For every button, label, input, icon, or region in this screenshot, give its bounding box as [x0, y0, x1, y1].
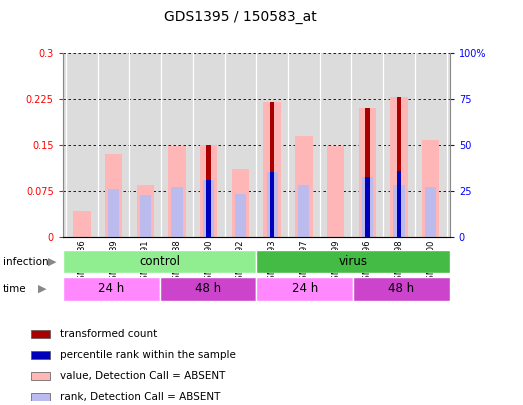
Bar	[63, 277, 160, 301]
Bar	[256, 277, 353, 301]
Bar	[359, 108, 376, 237]
Bar	[31, 372, 50, 380]
Bar	[425, 187, 436, 237]
Bar	[160, 277, 256, 301]
Bar	[140, 195, 151, 237]
Bar	[298, 185, 310, 237]
Bar	[362, 177, 373, 237]
Bar	[397, 171, 401, 237]
Bar	[393, 185, 405, 237]
Bar	[207, 145, 211, 237]
Bar	[365, 177, 370, 237]
Bar	[397, 97, 401, 237]
Text: control: control	[139, 255, 180, 268]
Text: rank, Detection Call = ABSENT: rank, Detection Call = ABSENT	[60, 392, 220, 402]
Text: value, Detection Call = ABSENT: value, Detection Call = ABSENT	[60, 371, 225, 381]
Text: 24 h: 24 h	[291, 282, 318, 295]
Bar	[31, 393, 50, 401]
Text: virus: virus	[338, 255, 368, 268]
Bar	[137, 185, 154, 237]
Bar	[172, 187, 183, 237]
Bar	[264, 102, 281, 237]
Bar	[295, 136, 313, 237]
Text: ▶: ▶	[38, 284, 47, 294]
Bar	[390, 97, 408, 237]
Bar	[267, 173, 278, 237]
Text: percentile rank within the sample: percentile rank within the sample	[60, 350, 236, 360]
Bar	[353, 277, 450, 301]
Bar	[422, 140, 439, 237]
Text: 24 h: 24 h	[98, 282, 124, 295]
Bar	[168, 146, 186, 237]
Bar	[203, 180, 214, 237]
Text: ▶: ▶	[48, 257, 56, 266]
Bar	[256, 250, 450, 273]
Text: 48 h: 48 h	[195, 282, 221, 295]
Bar	[200, 145, 218, 237]
Text: infection: infection	[3, 257, 48, 266]
Bar	[232, 169, 249, 237]
Bar	[73, 211, 90, 237]
Bar	[270, 102, 275, 237]
Bar	[207, 180, 211, 237]
Bar	[63, 250, 256, 273]
Bar	[327, 146, 344, 237]
Bar	[270, 173, 275, 237]
Text: transformed count: transformed count	[60, 329, 157, 339]
Bar	[108, 189, 119, 237]
Bar	[31, 330, 50, 338]
Bar	[365, 108, 370, 237]
Bar	[235, 194, 246, 237]
Text: GDS1395 / 150583_at: GDS1395 / 150583_at	[164, 10, 317, 24]
Bar	[31, 351, 50, 359]
Text: time: time	[3, 284, 26, 294]
Bar	[105, 154, 122, 237]
Text: 48 h: 48 h	[389, 282, 414, 295]
